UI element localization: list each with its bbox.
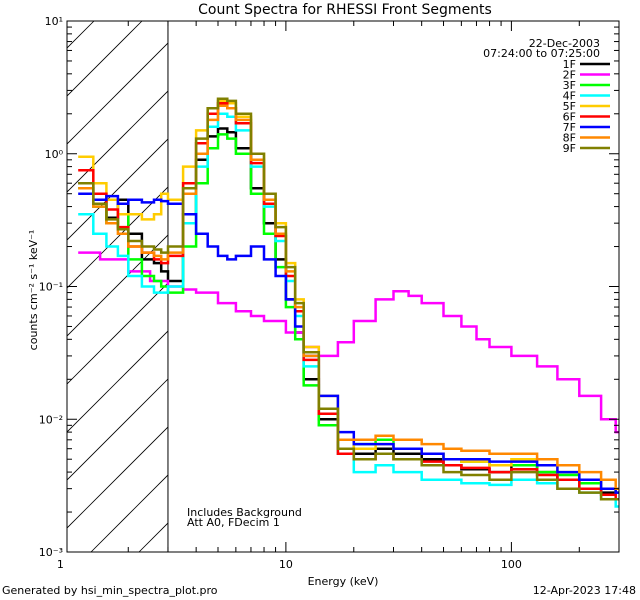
hatch-line-12 [43,21,574,552]
time-range-label: 07:24:00 to 07:25:00 [483,47,600,60]
legend-label-1F: 1F [563,58,576,71]
series-line-7F [78,192,619,494]
axis-ticks [67,21,620,553]
axis-tick-labels: 1 10 100 10⁻³ 10⁻² 10⁻¹ 10⁰ 10¹ [39,15,522,571]
legend-label-3F: 3F [563,79,576,92]
x-axis-label: Energy (keV) [308,575,379,588]
series-line-8F [78,104,619,490]
x-tick-label-1: 10 [279,558,293,571]
hatch-line-5 [0,21,238,552]
series-layer [78,97,619,508]
y-tick-label-4: 10¹ [45,15,63,28]
series-line-5F [78,99,619,494]
annotation-background: Includes Background [187,506,302,519]
date-label: 22-Dec-2003 [529,37,600,50]
legend-label-6F: 6F [563,111,576,124]
y-tick-label-2: 10⁻¹ [39,281,63,294]
y-tick-label-0: 10⁻³ [39,546,63,559]
x-tick-label-2: 100 [501,558,522,571]
legend-label-8F: 8F [563,132,576,145]
y-axis-label: counts cm⁻² s⁻¹ keV⁻¹ [27,230,40,351]
series-line-1F [78,127,619,494]
series-line-2F [78,251,619,434]
hatch-line-11 [0,21,526,552]
series-line-9F [78,97,619,501]
x-tick-label-0: 1 [57,558,64,571]
y-tick-label-1: 10⁻² [39,413,63,426]
hatch-line-8 [0,21,382,552]
legend-label-2F: 2F [563,69,576,82]
legend-label-9F: 9F [563,142,576,155]
legend-label-4F: 4F [563,90,576,103]
chart-title: Count Spectra for RHESSI Front Segments [198,2,492,18]
footer-generated-by: Generated by hsi_min_spectra_plot.pro [2,584,218,597]
legend-label-7F: 7F [563,121,576,134]
y-tick-label-3: 10⁰ [45,148,64,161]
legend-label-5F: 5F [563,100,576,113]
footer-date: 12-Apr-2023 17:48 [533,584,636,597]
annotation-attenuator: Att A0, FDecim 1 [187,516,280,529]
hatch-line-4 [0,21,190,552]
